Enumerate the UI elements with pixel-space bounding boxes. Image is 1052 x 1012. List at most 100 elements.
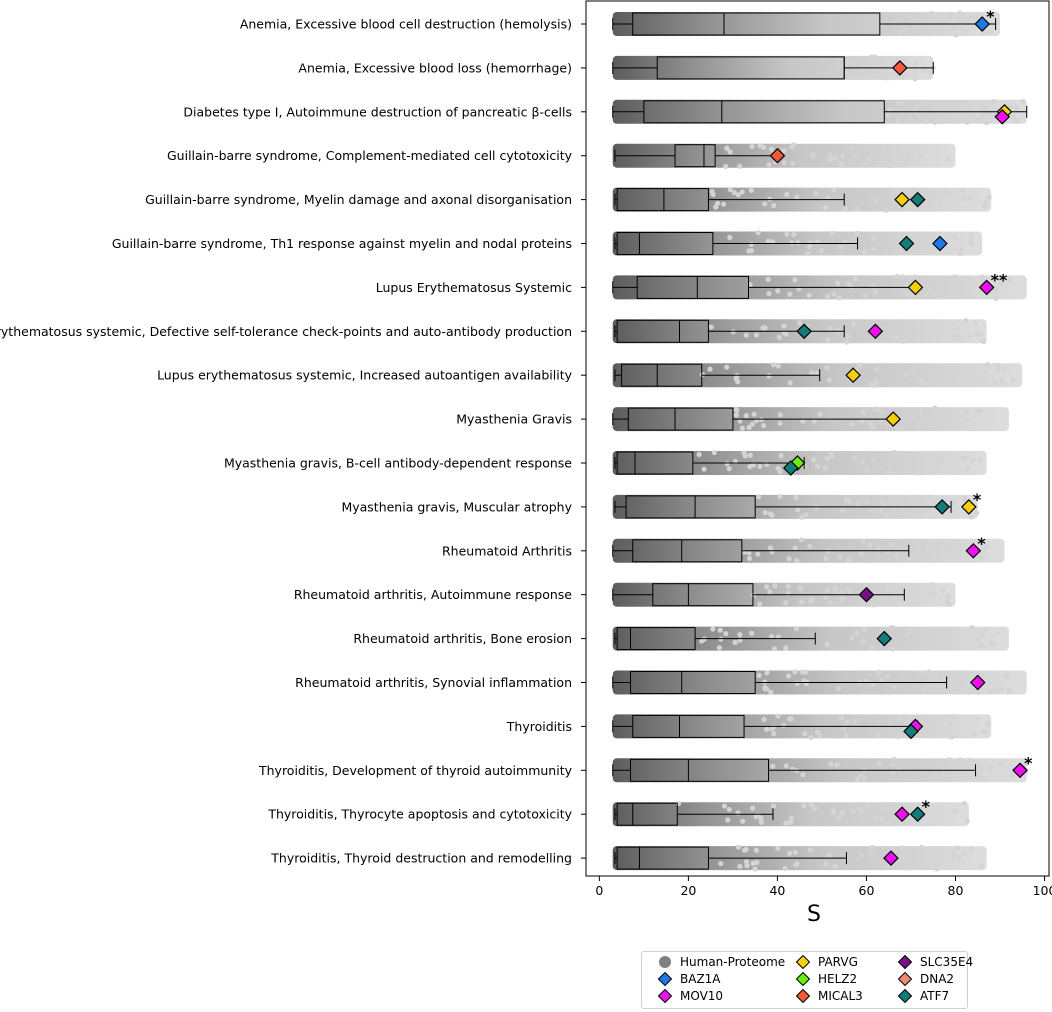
legend-label: Human-Proteome	[680, 955, 786, 969]
category-label: Thyroiditis, Development of thyroid auto…	[258, 763, 573, 778]
strip-point	[761, 716, 767, 723]
strip-point	[838, 161, 845, 167]
strip-point	[810, 152, 816, 158]
strip-point	[981, 105, 987, 112]
category-label: Myasthenia gravis, Muscular atrophy	[341, 499, 572, 514]
strip-point	[929, 676, 935, 682]
strip-point	[902, 57, 908, 63]
strip-point	[824, 456, 831, 462]
marker-atf7	[876, 630, 893, 647]
strip-point	[770, 763, 776, 769]
strip-point	[912, 108, 919, 114]
strip-point	[793, 494, 799, 501]
strip-point	[725, 817, 731, 823]
strip-point	[751, 411, 757, 417]
strip-point	[805, 251, 811, 257]
strip-point	[917, 510, 924, 516]
strip-point	[998, 761, 1004, 767]
strip-point	[762, 325, 768, 331]
strip-point	[769, 634, 775, 640]
strip-point	[908, 589, 915, 595]
strip-point	[760, 423, 767, 429]
strip-point	[922, 109, 928, 115]
strip-point	[858, 773, 864, 779]
boxplot-8	[614, 363, 821, 387]
strip-point	[768, 689, 774, 695]
strip-point	[951, 507, 957, 513]
strip-point	[991, 98, 997, 105]
strip-point	[882, 808, 888, 814]
legend-label: MOV10	[680, 989, 724, 1003]
strip-point	[757, 463, 763, 470]
strip-point	[851, 455, 857, 461]
strip-point	[964, 818, 970, 824]
strip-point	[767, 511, 774, 517]
strip-point	[860, 458, 866, 464]
strip-point	[731, 189, 738, 196]
strip-point	[961, 495, 967, 501]
boxplot-2	[612, 100, 1028, 124]
strip-point	[1007, 104, 1014, 110]
significance-annotation: **	[991, 270, 1008, 289]
strip-point	[772, 583, 778, 589]
strip-point	[768, 146, 775, 152]
strip-point	[885, 112, 891, 118]
strip-point	[797, 320, 803, 326]
strip-point	[784, 191, 790, 197]
strip-point	[749, 143, 755, 150]
strip-point	[876, 669, 882, 675]
strip-point	[765, 238, 771, 244]
strip-point	[708, 324, 714, 330]
strip-point	[794, 557, 800, 564]
strip-point	[765, 276, 771, 282]
strip-point	[845, 281, 851, 287]
strip-point	[755, 551, 761, 557]
box-iqr	[625, 495, 756, 519]
strip-point	[852, 66, 858, 72]
strip-point	[767, 545, 774, 551]
strip-point	[783, 645, 789, 651]
strip-point	[891, 813, 897, 820]
legend-label: SLC35E4	[920, 955, 974, 969]
strip-point	[799, 514, 805, 520]
strip-point	[909, 232, 915, 238]
strip-point	[827, 152, 833, 159]
strip-point	[749, 630, 755, 636]
strip-point	[834, 280, 841, 286]
strip-point	[1003, 674, 1009, 680]
legend-label: BAZ1A	[680, 972, 721, 986]
strip-point	[894, 73, 900, 79]
strip-point	[766, 290, 772, 297]
strip-point	[911, 160, 918, 166]
strip-point	[1013, 105, 1019, 111]
x-tick-label: 80	[948, 883, 964, 898]
strip-point	[852, 719, 858, 725]
box-iqr	[616, 232, 714, 255]
strip-point	[787, 291, 793, 297]
strip-point	[892, 187, 898, 193]
strip-point	[811, 418, 817, 424]
strip-point	[928, 203, 934, 209]
strip-point	[721, 803, 728, 809]
strip-point	[955, 325, 961, 331]
strip-point	[967, 195, 973, 201]
strip-point	[787, 850, 793, 857]
strip-point	[888, 495, 894, 501]
strip-point	[956, 854, 962, 860]
strip-point	[794, 680, 800, 687]
strip-point	[840, 507, 846, 513]
strip-point	[957, 251, 963, 257]
x-tick-label: 40	[769, 883, 785, 898]
strip-point	[842, 239, 848, 246]
marker-mical3	[769, 147, 786, 164]
marker-mov10	[867, 323, 884, 340]
strip-point	[850, 321, 857, 327]
strip-point	[716, 645, 722, 651]
strip-point	[968, 846, 974, 852]
strip-point	[849, 59, 855, 65]
strip-9	[612, 405, 1009, 432]
strip-point	[717, 627, 723, 633]
strip-point	[840, 809, 846, 815]
strip-point	[946, 546, 952, 553]
strip-point	[947, 106, 953, 112]
